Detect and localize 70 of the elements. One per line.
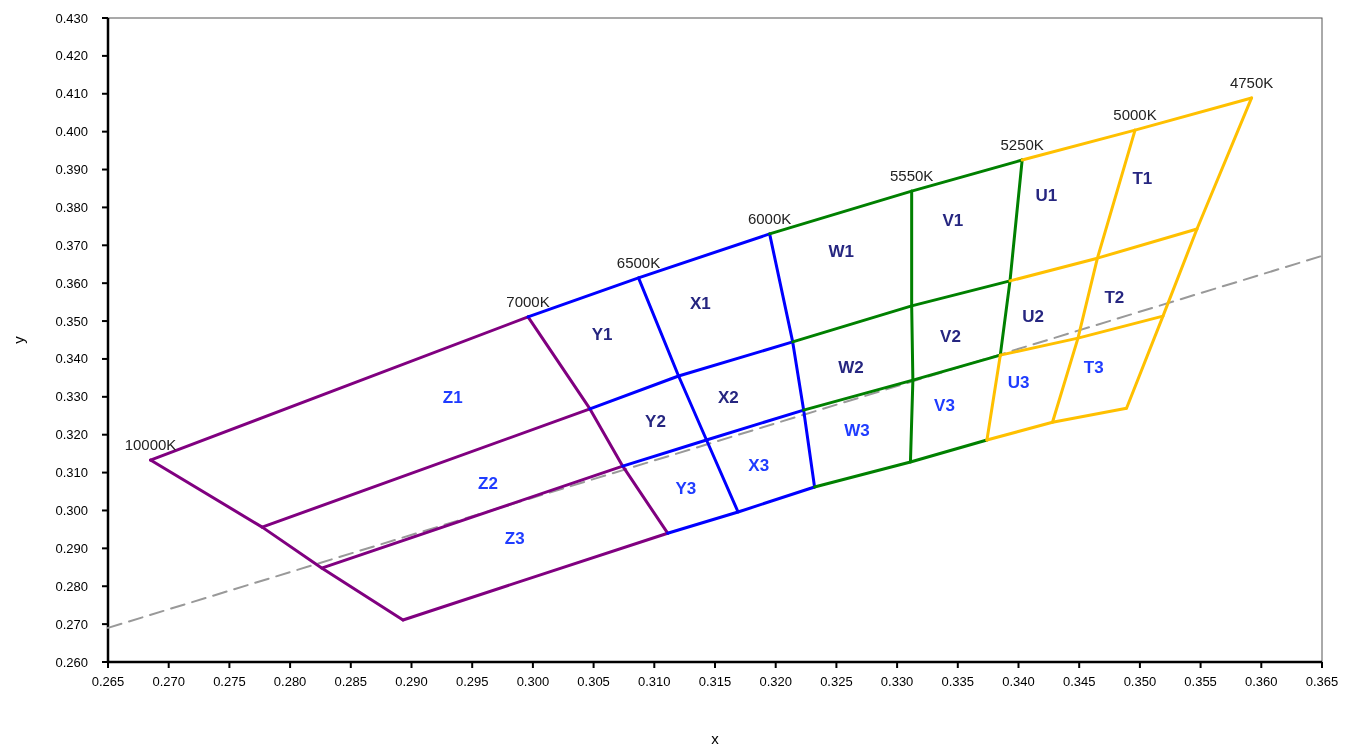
y-tick-label: 0.270 <box>55 616 88 632</box>
y-tick-label: 0.400 <box>55 124 88 140</box>
x-tick-label: 0.265 <box>91 674 125 689</box>
x-axis-title: x <box>711 730 720 747</box>
annotation: T2 <box>1104 287 1125 307</box>
x-tick-label: 0.285 <box>334 674 368 689</box>
x-tick-label: 0.360 <box>1245 674 1278 689</box>
y-tick-label: 0.430 <box>55 10 88 26</box>
x-tick-label: 0.280 <box>273 674 307 689</box>
annotation: Y2 <box>645 412 666 432</box>
y-tick-label: 0.390 <box>55 162 88 178</box>
x-tick-label: 0.330 <box>880 674 914 689</box>
annotation: W1 <box>828 241 855 261</box>
annotation: V2 <box>940 326 961 346</box>
annotation: 4750K <box>1229 73 1274 91</box>
y-tick-label: 0.370 <box>55 237 88 253</box>
y-tick-label: 0.260 <box>55 654 88 670</box>
x-tick-label: 0.355 <box>1184 674 1217 689</box>
y-tick-label: 0.300 <box>55 503 88 519</box>
annotation: 7000K <box>506 292 550 310</box>
y-tick-label: 0.350 <box>55 313 88 329</box>
y-tick-label: 0.380 <box>55 199 88 215</box>
x-tick-label: 0.335 <box>941 674 975 689</box>
annotation: V3 <box>934 395 955 415</box>
annotation: 6000K <box>747 209 792 227</box>
y-tick-label: 0.420 <box>55 48 88 64</box>
x-tick-label: 0.295 <box>455 674 489 689</box>
x-tick-label: 0.315 <box>698 674 732 689</box>
x-tick-label: 0.305 <box>577 674 610 689</box>
annotation: 5550K <box>889 167 934 185</box>
annotation: X1 <box>690 293 711 313</box>
x-tick-label: 0.270 <box>152 674 185 689</box>
y-tick-label: 0.280 <box>55 578 88 594</box>
x-tick-label: 0.290 <box>395 674 428 689</box>
y-tick-label: 0.360 <box>55 275 88 291</box>
annotation: U2 <box>1022 306 1044 326</box>
y-tick-label: 0.340 <box>55 351 88 367</box>
annotation: 5000K <box>1113 106 1157 124</box>
y-tick-label: 0.290 <box>55 540 88 556</box>
annotation: T1 <box>1132 168 1153 188</box>
annotation: T3 <box>1083 357 1104 377</box>
x-tick-label: 0.350 <box>1123 674 1157 689</box>
annotation: Y1 <box>591 324 613 344</box>
annotation: Z1 <box>442 388 463 408</box>
y-tick-label: 0.410 <box>55 86 88 102</box>
annotation: Y3 <box>675 479 697 499</box>
x-tick-label: 0.340 <box>1002 674 1035 689</box>
x-tick-label: 0.345 <box>1062 674 1096 689</box>
x-tick-label: 0.320 <box>759 674 792 689</box>
y-tick-label: 0.320 <box>55 427 88 443</box>
x-tick-label: 0.275 <box>213 674 246 689</box>
x-tick-label: 0.300 <box>516 674 550 689</box>
annotation: U3 <box>1007 372 1030 392</box>
y-tick-label: 0.310 <box>55 465 88 481</box>
annotation: X3 <box>748 456 770 476</box>
x-tick-label: 0.365 <box>1305 674 1339 689</box>
annotation: W3 <box>844 420 870 440</box>
annotation: V1 <box>942 210 964 230</box>
y-axis-title: y <box>10 335 27 344</box>
annotation: 5250K <box>1000 136 1044 154</box>
annotation: Z2 <box>478 474 498 494</box>
annotation: Z3 <box>504 529 525 549</box>
annotation: 10000K <box>124 436 177 454</box>
annotation: W2 <box>838 357 864 377</box>
y-tick-label: 0.330 <box>55 389 88 405</box>
x-tick-label: 0.325 <box>820 674 853 689</box>
annotation: X2 <box>717 388 739 408</box>
annotation: 6500K <box>616 253 661 271</box>
annotation: U1 <box>1035 185 1058 205</box>
x-tick-label: 0.310 <box>638 674 671 689</box>
